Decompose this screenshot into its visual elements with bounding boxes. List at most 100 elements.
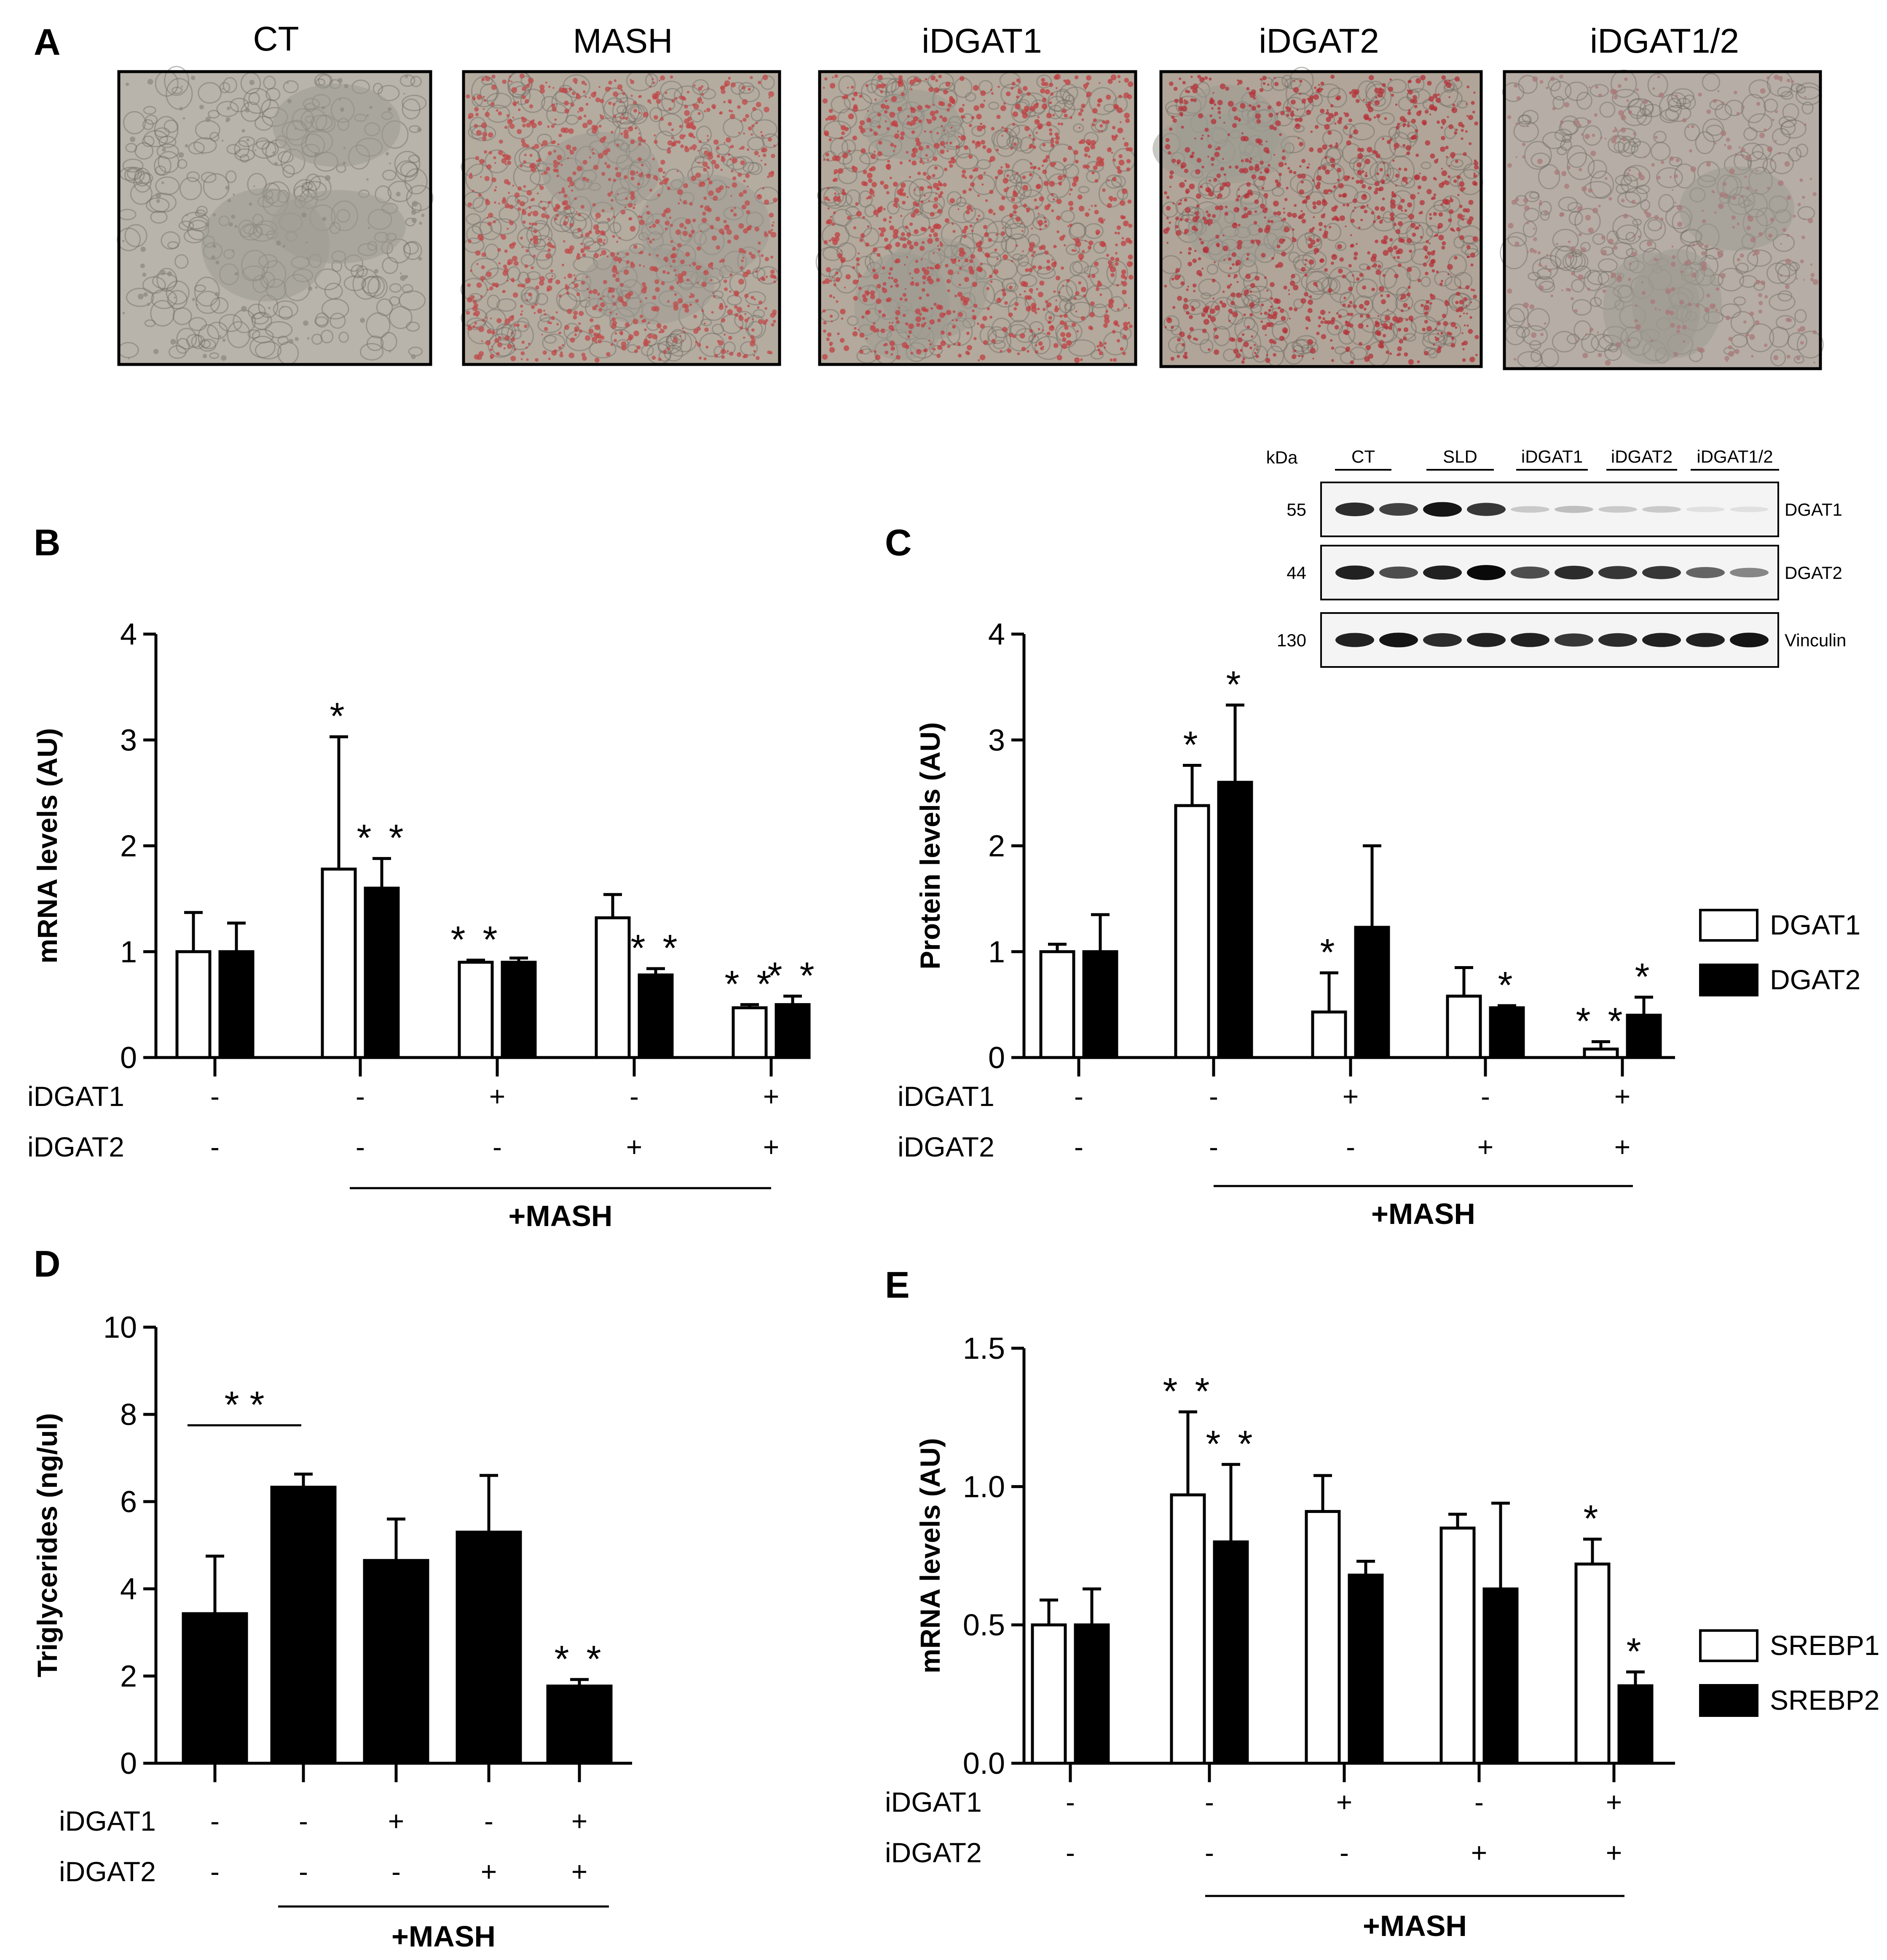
lipid-droplet	[1366, 265, 1371, 270]
lipid-droplet	[1588, 188, 1593, 193]
lipid-droplet	[564, 108, 570, 114]
lipid-droplet	[994, 176, 998, 179]
lipid-droplet	[934, 143, 940, 149]
lipid-droplet	[574, 278, 577, 281]
lipid-droplet	[1360, 219, 1363, 222]
cell-outline	[1517, 114, 1531, 127]
lipid-droplet	[890, 121, 896, 126]
lipid-droplet	[1110, 199, 1113, 202]
lipid-droplet	[1283, 212, 1286, 214]
lipid-droplet	[1066, 332, 1072, 338]
lipid-droplet	[973, 337, 977, 340]
lipid-droplet	[487, 165, 489, 167]
cell-outline	[752, 119, 777, 139]
cell-outline	[1285, 78, 1314, 110]
lipid-droplet	[551, 124, 555, 128]
lipid-droplet	[1447, 273, 1450, 276]
lipid-droplet	[603, 239, 606, 241]
lipid-droplet	[1214, 261, 1216, 263]
lipid-droplet	[733, 235, 739, 240]
cell-outline	[1089, 257, 1117, 290]
lipid-droplet	[944, 168, 948, 171]
lipid-droplet	[947, 345, 951, 348]
lipid-droplet	[1027, 295, 1032, 300]
lipid-droplet	[770, 269, 775, 274]
lipid-droplet	[617, 84, 623, 90]
lipid-droplet	[479, 159, 485, 164]
lipid-droplet	[1231, 337, 1236, 342]
lipid-droplet	[1590, 150, 1596, 156]
lipid-droplet	[973, 316, 976, 320]
cell-outline	[1086, 169, 1100, 183]
cell-outline	[198, 324, 220, 350]
lipid-droplet	[1179, 251, 1182, 254]
lipid-droplet	[600, 230, 605, 236]
lipid-droplet	[886, 166, 891, 170]
lipid-droplet	[740, 266, 744, 270]
lipid-droplet	[855, 202, 859, 206]
lipid-droplet	[1327, 130, 1332, 135]
lipid-droplet	[1552, 107, 1556, 110]
lipid-droplet	[857, 263, 860, 266]
lipid-droplet	[851, 97, 855, 101]
lipid-droplet	[1292, 228, 1295, 231]
cell-outline	[520, 88, 545, 113]
lipid-droplet	[1117, 107, 1123, 113]
cell-outline	[1626, 248, 1638, 257]
lipid-droplet	[919, 246, 925, 251]
lipid-droplet	[726, 229, 732, 235]
lipid-droplet	[1675, 94, 1678, 98]
lipid-droplet	[1349, 91, 1352, 94]
cell-outline	[1401, 177, 1415, 189]
lipid-droplet	[1381, 181, 1385, 184]
lipid-droplet	[1533, 237, 1537, 241]
lipid-droplet	[531, 146, 535, 150]
lipid-droplet	[1061, 266, 1064, 270]
lipid-droplet	[938, 75, 942, 78]
lipid-droplet	[1437, 120, 1440, 124]
lipid-droplet	[1107, 203, 1112, 208]
cell-outline	[1328, 266, 1355, 295]
lipid-droplet	[1059, 320, 1064, 325]
lipid-droplet	[880, 104, 886, 109]
lipid-droplet	[552, 107, 557, 112]
lipid-droplet	[1022, 185, 1028, 191]
lipid-droplet	[613, 216, 616, 219]
lipid-droplet	[933, 348, 936, 351]
lipid-droplet	[935, 264, 941, 270]
lipid-droplet	[1028, 305, 1031, 309]
cell-outline	[821, 223, 850, 248]
cell-outline	[1647, 219, 1662, 232]
empty-area	[272, 83, 401, 167]
lipid-droplet	[990, 88, 992, 91]
lipid-droplet	[708, 167, 710, 169]
lipid-droplet	[1023, 203, 1027, 208]
lipid-droplet	[933, 232, 938, 237]
lipid-droplet	[1366, 104, 1371, 109]
lipid-droplet	[534, 222, 538, 226]
lipid-droplet	[1469, 316, 1472, 319]
cell-outline	[1359, 154, 1386, 185]
lipid-droplet	[1689, 149, 1692, 153]
lipid-droplet	[579, 311, 584, 316]
lipid-droplet	[1011, 260, 1013, 262]
lipid-droplet	[1260, 320, 1263, 323]
lipid-droplet	[1029, 173, 1032, 177]
lipid-droplet	[511, 337, 515, 342]
lipid-droplet	[421, 214, 425, 217]
lipid-droplet	[915, 316, 922, 322]
cell-outline	[971, 218, 999, 249]
lipid-droplet	[651, 356, 656, 360]
lipid-droplet	[743, 132, 745, 135]
lipid-droplet	[1241, 159, 1244, 163]
lipid-droplet	[1208, 191, 1214, 197]
cell-outline	[511, 329, 522, 340]
cell-outline	[1620, 174, 1638, 193]
lipid-droplet	[1437, 332, 1439, 335]
lipid-droplet	[122, 240, 125, 242]
lipid-droplet	[1682, 118, 1687, 123]
lipid-droplet	[834, 192, 836, 195]
lipid-droplet	[978, 214, 981, 217]
lipid-droplet	[732, 158, 738, 163]
cell-outline	[649, 107, 662, 123]
